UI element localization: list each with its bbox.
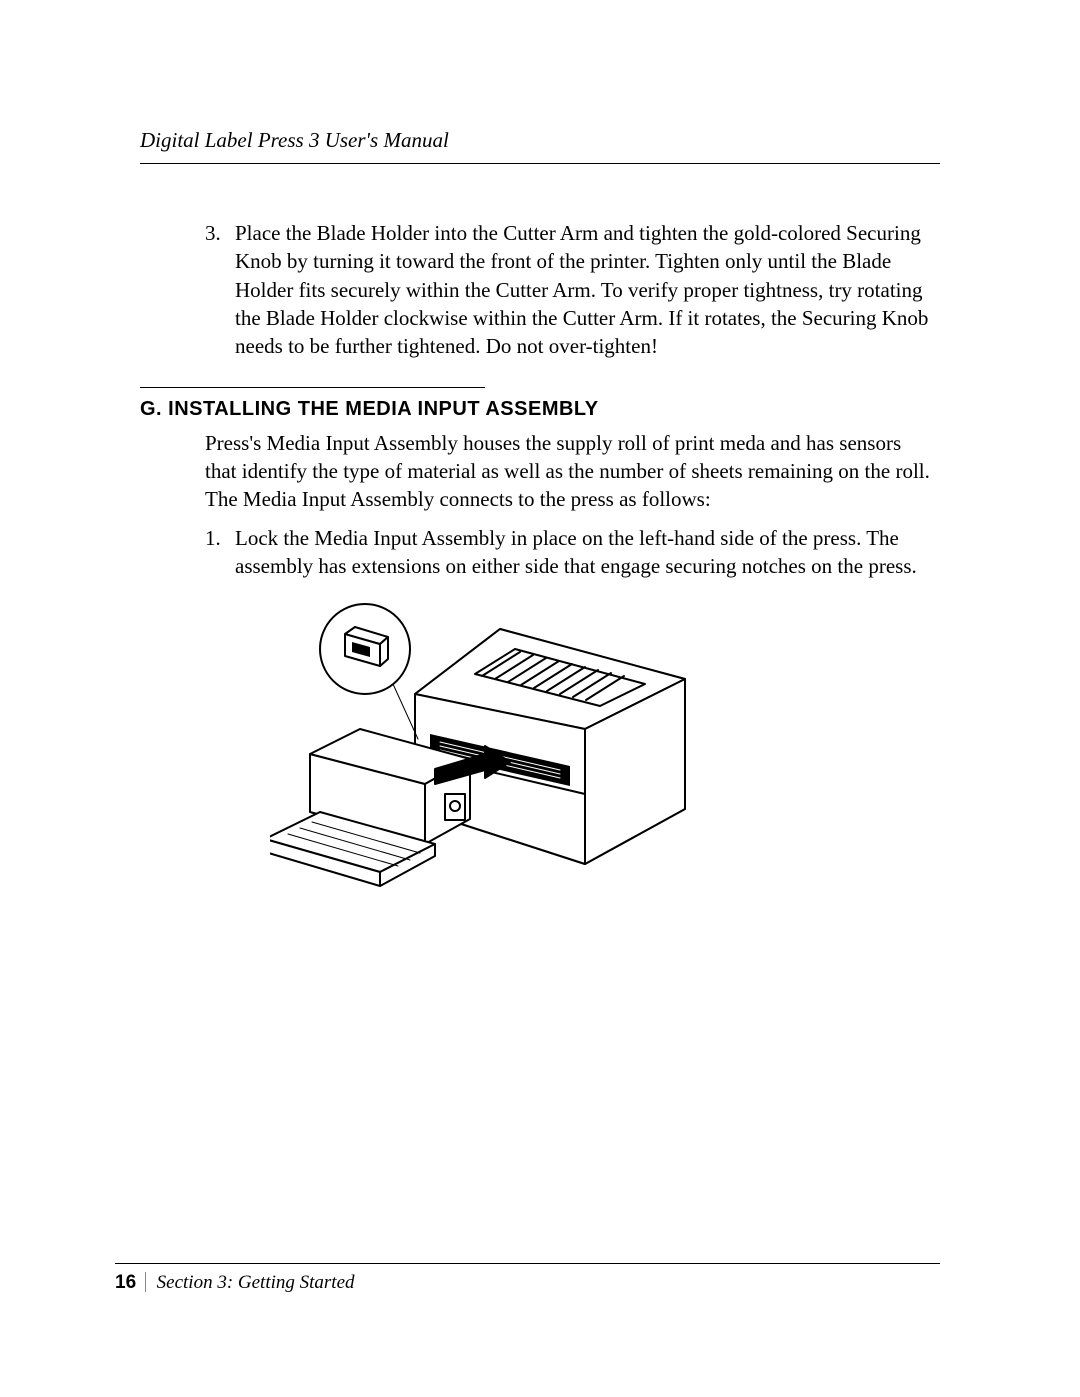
section-g-heading: G. INSTALLING THE MEDIA INPUT ASSEMBLY [140, 398, 940, 421]
figure-media-input-assembly [270, 594, 940, 909]
list-item-1: 1. Lock the Media Input Assembly in plac… [205, 524, 930, 581]
list-text: Place the Blade Holder into the Cutter A… [235, 219, 930, 361]
list-text: Lock the Media Input Assembly in place o… [235, 524, 930, 581]
footer-section: Section 3: Getting Started [157, 1272, 355, 1293]
section-rule [140, 387, 485, 388]
spacer [140, 164, 940, 219]
list-item-3: 3. Place the Blade Holder into the Cutte… [205, 219, 930, 361]
section-g-list: 1. Lock the Media Input Assembly in plac… [205, 524, 930, 581]
continuation-list: 3. Place the Blade Holder into the Cutte… [205, 219, 930, 361]
running-header: Digital Label Press 3 User's Manual [140, 128, 940, 164]
list-number: 3. [205, 219, 235, 361]
printer-assembly-drawing [270, 594, 720, 904]
section-g-intro: Press's Media Input Assembly houses the … [205, 429, 930, 514]
page-footer: 16 Section 3: Getting Started [115, 1263, 940, 1294]
page-content: Digital Label Press 3 User's Manual 3. P… [140, 128, 940, 909]
list-number: 1. [205, 524, 235, 581]
page-number: 16 [115, 1272, 136, 1293]
footer-divider [145, 1272, 146, 1292]
